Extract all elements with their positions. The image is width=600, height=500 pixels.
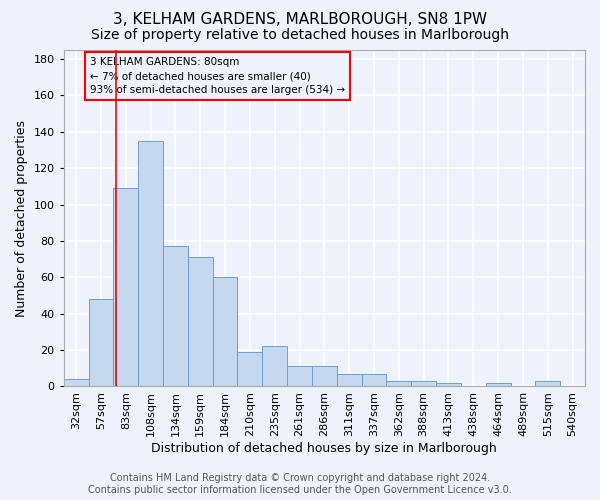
X-axis label: Distribution of detached houses by size in Marlborough: Distribution of detached houses by size … — [151, 442, 497, 455]
Bar — [238, 352, 262, 386]
Text: Size of property relative to detached houses in Marlborough: Size of property relative to detached ho… — [91, 28, 509, 42]
Bar — [188, 258, 212, 386]
Bar — [535, 381, 560, 386]
Bar — [337, 374, 362, 386]
Bar — [138, 141, 163, 386]
Bar — [312, 366, 337, 386]
Bar — [411, 381, 436, 386]
Bar — [486, 383, 511, 386]
Text: 3, KELHAM GARDENS, MARLBOROUGH, SN8 1PW: 3, KELHAM GARDENS, MARLBOROUGH, SN8 1PW — [113, 12, 487, 28]
Bar — [287, 366, 312, 386]
Bar — [386, 381, 411, 386]
Bar — [163, 246, 188, 386]
Y-axis label: Number of detached properties: Number of detached properties — [15, 120, 28, 316]
Bar — [113, 188, 138, 386]
Bar — [212, 278, 238, 386]
Bar — [436, 383, 461, 386]
Bar — [362, 374, 386, 386]
Bar — [64, 379, 89, 386]
Text: 3 KELHAM GARDENS: 80sqm
← 7% of detached houses are smaller (40)
93% of semi-det: 3 KELHAM GARDENS: 80sqm ← 7% of detached… — [90, 58, 345, 96]
Bar — [262, 346, 287, 387]
Bar — [89, 299, 113, 386]
Text: Contains HM Land Registry data © Crown copyright and database right 2024.
Contai: Contains HM Land Registry data © Crown c… — [88, 474, 512, 495]
